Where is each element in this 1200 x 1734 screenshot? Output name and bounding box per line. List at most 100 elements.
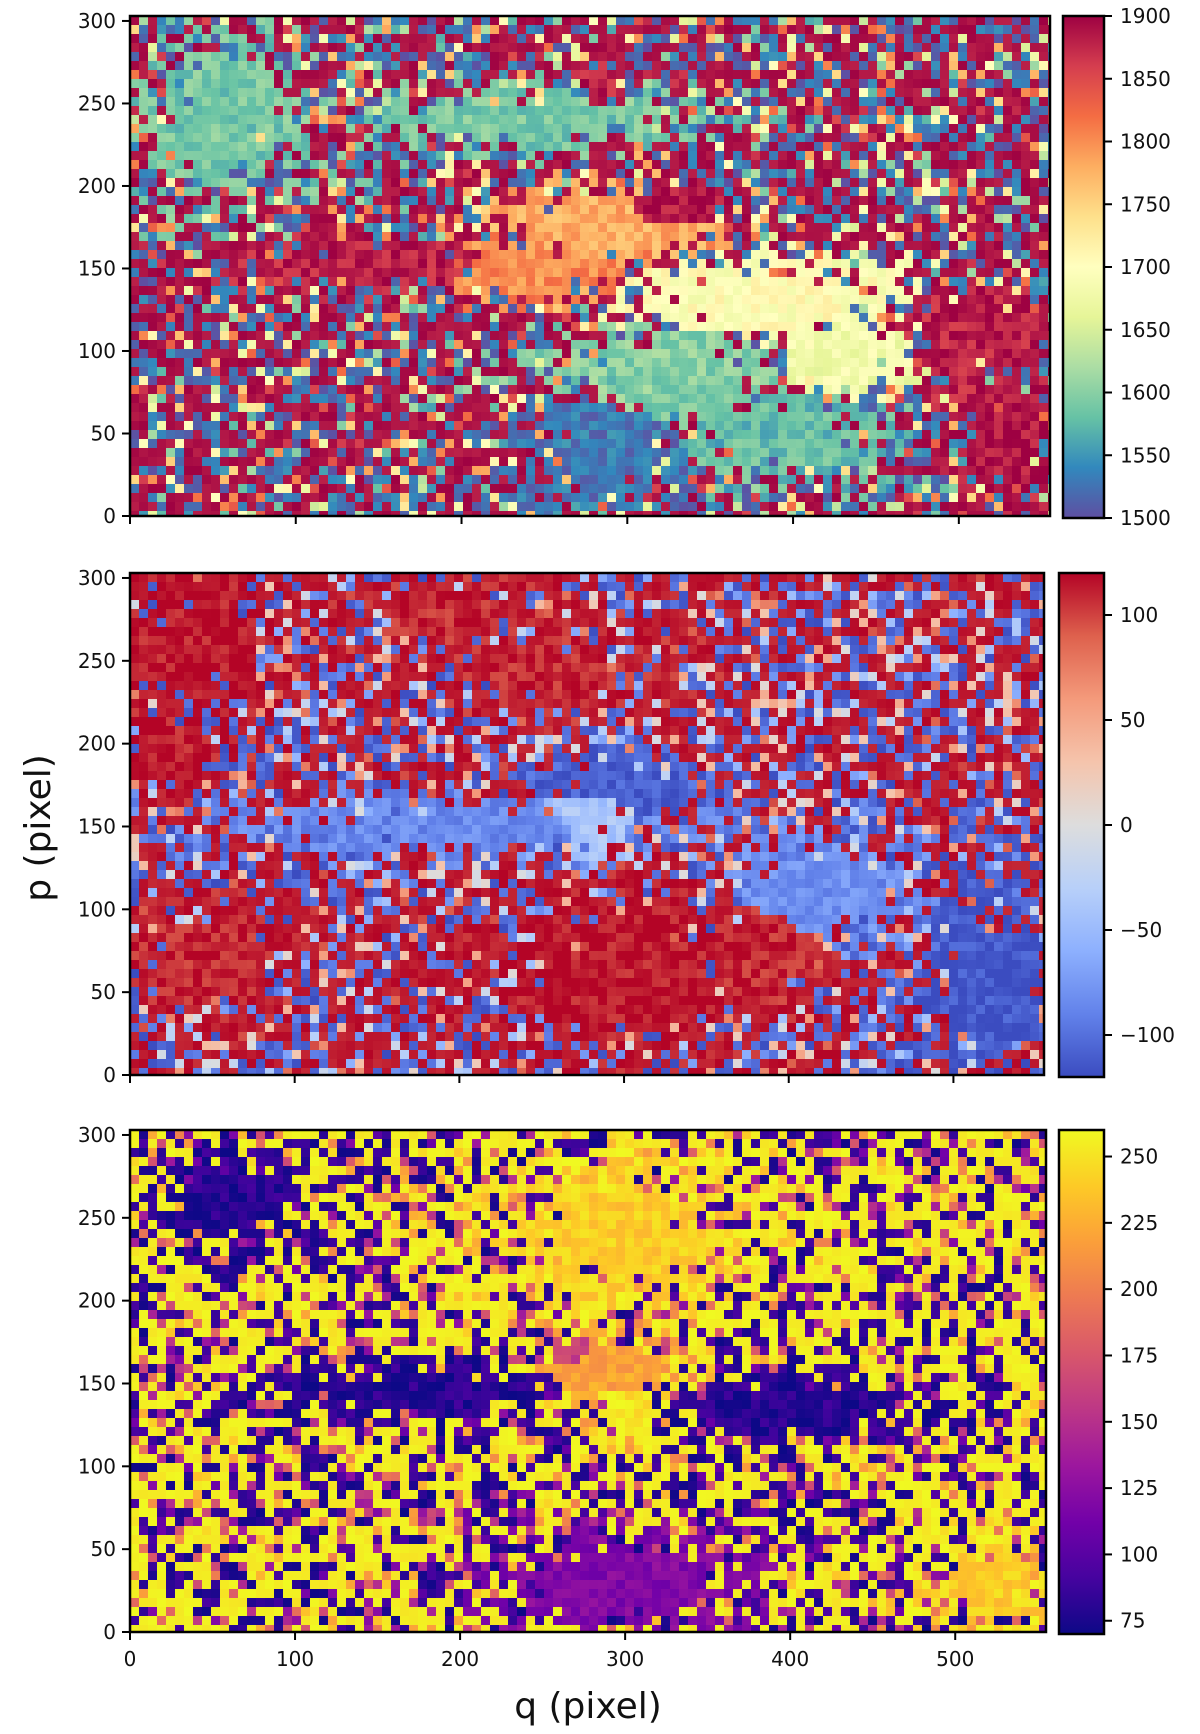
heatmap-cell <box>490 331 500 341</box>
heatmap-cell <box>256 394 266 404</box>
heatmap-cell <box>868 232 878 242</box>
heatmap-cell <box>526 70 536 80</box>
heatmap-cell <box>1012 70 1022 80</box>
heatmap-cell <box>850 286 860 296</box>
heatmap-cell <box>355 79 365 89</box>
heatmap-cell <box>778 331 788 341</box>
heatmap-cell <box>562 25 572 35</box>
heatmap-cell <box>274 268 284 278</box>
heatmap-cell <box>1021 304 1031 314</box>
heatmap-cell <box>166 448 176 458</box>
heatmap-cell <box>139 169 149 179</box>
heatmap-cell <box>805 439 815 449</box>
heatmap-cell <box>940 313 950 323</box>
heatmap-cell <box>877 430 887 440</box>
heatmap-cell <box>580 160 590 170</box>
heatmap-cell <box>634 79 644 89</box>
heatmap-cell <box>310 313 320 323</box>
heatmap-cell <box>238 79 248 89</box>
heatmap-cell <box>265 88 275 98</box>
heatmap-cell <box>643 376 653 386</box>
heatmap-cell <box>787 25 797 35</box>
heatmap-cell <box>274 160 284 170</box>
heatmap-cell <box>841 70 851 80</box>
heatmap-cell <box>202 295 212 305</box>
heatmap-cell <box>904 16 914 26</box>
heatmap-cell <box>607 421 617 431</box>
heatmap-cell <box>562 106 572 116</box>
heatmap-cell <box>373 124 383 134</box>
heatmap-cell <box>364 322 374 332</box>
heatmap-cell <box>571 439 581 449</box>
heatmap-cell <box>958 304 968 314</box>
heatmap-cell <box>679 88 689 98</box>
heatmap-cell <box>202 79 212 89</box>
heatmap-cell <box>211 241 221 251</box>
heatmap-cell <box>913 124 923 134</box>
heatmap-cell <box>1003 151 1013 161</box>
heatmap-cell <box>184 421 194 431</box>
heatmap-cell <box>571 340 581 350</box>
heatmap-cell <box>751 313 761 323</box>
heatmap-cell <box>607 133 617 143</box>
heatmap-cell <box>463 430 473 440</box>
heatmap-cell <box>1012 412 1022 422</box>
heatmap-cell <box>661 169 671 179</box>
heatmap-cell <box>544 79 554 89</box>
heatmap-cell <box>760 178 770 188</box>
heatmap-cell <box>148 52 158 62</box>
heatmap-cell <box>391 394 401 404</box>
heatmap-cell <box>355 25 365 35</box>
heatmap-cell <box>787 295 797 305</box>
heatmap-cell <box>247 151 257 161</box>
heatmap-cell <box>589 79 599 89</box>
heatmap-cell <box>310 106 320 116</box>
heatmap-cell <box>886 52 896 62</box>
heatmap-cell <box>751 367 761 377</box>
heatmap-cell <box>139 178 149 188</box>
heatmap-cell <box>994 25 1004 35</box>
heatmap-cell <box>832 385 842 395</box>
heatmap-cell <box>931 151 941 161</box>
heatmap-cell <box>877 223 887 233</box>
heatmap-cell <box>553 25 563 35</box>
heatmap-cell <box>265 124 275 134</box>
heatmap-cell <box>724 421 734 431</box>
heatmap-cell <box>499 241 509 251</box>
heatmap-cell <box>868 16 878 26</box>
heatmap-cell <box>796 178 806 188</box>
heatmap-cell <box>346 214 356 224</box>
heatmap-cell <box>382 160 392 170</box>
heatmap-cell <box>607 79 617 89</box>
heatmap-cell <box>742 250 752 260</box>
heatmap-cell <box>472 106 482 116</box>
heatmap-cell <box>706 61 716 71</box>
heatmap-cell <box>220 79 230 89</box>
heatmap-cell <box>670 331 680 341</box>
heatmap-cell <box>598 439 608 449</box>
heatmap-cell <box>751 178 761 188</box>
heatmap-cell <box>652 34 662 44</box>
heatmap-cell <box>301 106 311 116</box>
heatmap-cell <box>1021 295 1031 305</box>
heatmap-cell <box>427 430 437 440</box>
heatmap-cell <box>337 115 347 125</box>
heatmap-cell <box>184 25 194 35</box>
heatmap-cell <box>1039 142 1049 152</box>
heatmap-cell <box>787 61 797 71</box>
heatmap-cell <box>526 97 536 107</box>
heatmap-cell <box>184 124 194 134</box>
heatmap-cell <box>391 16 401 26</box>
heatmap-cell <box>337 106 347 116</box>
heatmap-cell <box>679 376 689 386</box>
heatmap-cell <box>283 160 293 170</box>
heatmap-cell <box>283 178 293 188</box>
heatmap-cell <box>319 178 329 188</box>
heatmap-cell <box>805 286 815 296</box>
heatmap-cell <box>625 241 635 251</box>
heatmap-cell <box>463 214 473 224</box>
heatmap-cell <box>265 79 275 89</box>
heatmap-cell <box>580 322 590 332</box>
heatmap-cell <box>616 43 626 53</box>
heatmap-cell <box>985 34 995 44</box>
